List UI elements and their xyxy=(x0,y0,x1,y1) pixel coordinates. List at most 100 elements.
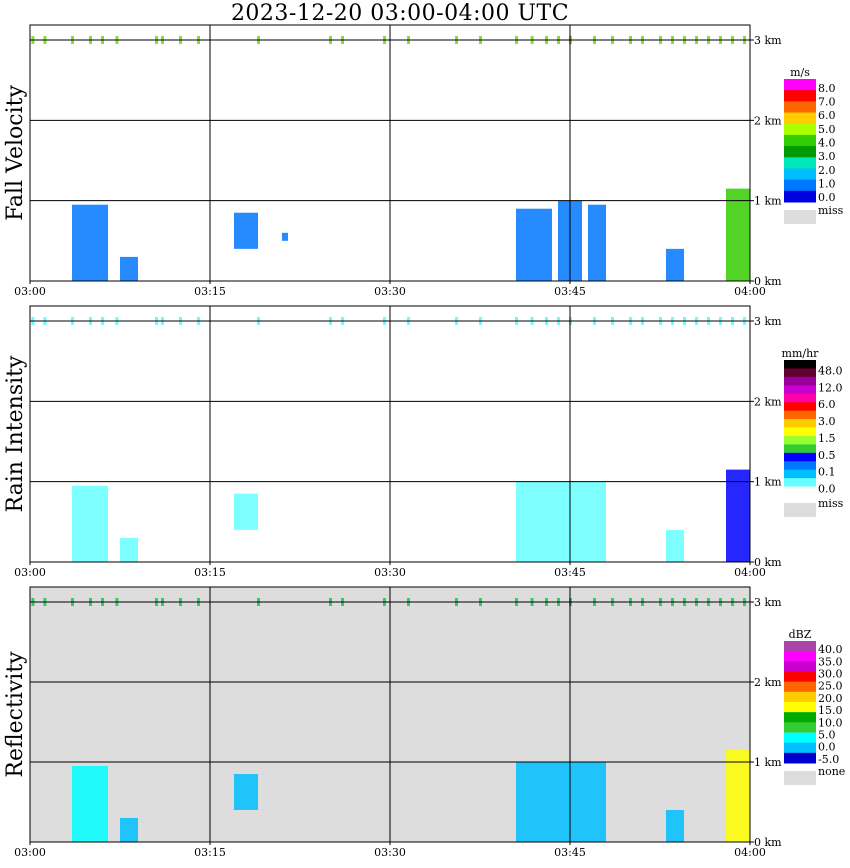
echo-cell xyxy=(726,188,750,281)
colorbar-level-label: 3.0 xyxy=(818,415,836,428)
colorbar-swatch xyxy=(784,157,816,169)
colorbar-swatch xyxy=(784,134,816,147)
echo-cell xyxy=(588,204,606,281)
colorbar-swatch xyxy=(784,360,816,369)
colorbar-swatch xyxy=(784,752,816,764)
colorbar-swatch xyxy=(784,469,816,479)
colorbar-level-label: 15.0 xyxy=(818,704,843,717)
x-tick-label: 03:45 xyxy=(554,285,586,298)
x-tick-label: 04:00 xyxy=(734,285,766,298)
colorbar-swatch xyxy=(784,452,816,462)
x-tick-label: 03:15 xyxy=(194,285,226,298)
colorbar-level-label: 6.0 xyxy=(818,109,836,122)
colorbar-swatch xyxy=(784,393,816,403)
colorbar-swatch xyxy=(784,123,816,136)
echo-cell xyxy=(120,818,138,842)
y-tick-label: 0 km xyxy=(754,275,782,288)
colorbar-swatch xyxy=(784,79,816,91)
colorbar-level-label: 1.5 xyxy=(818,432,836,445)
y-tick-label: 2 km xyxy=(754,676,782,689)
y-tick-label: 1 km xyxy=(754,195,782,208)
colorbar-unit: m/s xyxy=(790,66,810,79)
colorbar-swatch xyxy=(784,722,816,733)
echo-cell xyxy=(234,212,258,249)
colorbar-swatch xyxy=(784,486,816,496)
echo-cell xyxy=(726,750,750,842)
y-tick-label: 0 km xyxy=(754,556,782,569)
x-tick-label: 04:00 xyxy=(734,566,766,579)
echo-cell xyxy=(120,256,138,281)
echo-cell xyxy=(726,469,750,562)
colorbar-swatch xyxy=(784,101,816,114)
colorbar-swatch xyxy=(784,376,816,386)
colorbar-swatch xyxy=(784,190,816,203)
colorbar-level-label: 0.1 xyxy=(818,466,836,479)
colorbar-swatch xyxy=(784,742,816,754)
echo-cell xyxy=(516,208,552,281)
y-axis-label: Fall Velocity xyxy=(3,85,28,221)
colorbar-level-label: 6.0 xyxy=(818,398,836,411)
echo-cell xyxy=(234,493,258,530)
colorbar-level-label: 35.0 xyxy=(818,655,843,668)
y-tick-label: 0 km xyxy=(754,836,782,849)
colorbar-level-label: 4.0 xyxy=(818,137,836,150)
echo-cell xyxy=(234,774,258,810)
colorbar-swatch xyxy=(784,402,816,412)
colorbar-level-label: 10.0 xyxy=(818,716,843,729)
colorbar-level-label: 0.0 xyxy=(818,741,836,754)
x-tick-label: 03:30 xyxy=(374,566,406,579)
y-tick-label: 2 km xyxy=(754,395,782,408)
colorbar-missing-swatch xyxy=(784,503,816,517)
panel-rain-intensity: Rain Intensity 03:00 03:15 03:30 03:45 04:00 3… xyxy=(3,305,844,579)
x-tick-label: 03:45 xyxy=(554,846,586,859)
colorbar-swatch xyxy=(784,419,816,428)
panel-reflectivity: Reflectivity 03:00 03:15 03:30 03:45 04:00 3 k… xyxy=(3,586,845,859)
echo-cell xyxy=(120,537,138,562)
colorbar-swatch xyxy=(784,90,816,102)
echo-cell xyxy=(282,232,288,241)
colorbar-swatch xyxy=(784,112,816,125)
colorbar-missing-swatch xyxy=(784,210,816,224)
colorbar-level-label: 30.0 xyxy=(818,668,843,681)
colorbar-swatch xyxy=(784,691,816,703)
x-tick-label: 03:15 xyxy=(194,566,226,579)
colorbar-unit: mm/hr xyxy=(782,347,820,360)
echo-cell xyxy=(516,762,606,842)
colorbar-swatch xyxy=(784,168,816,181)
colorbar-swatch xyxy=(784,410,816,420)
colorbar-level-label: 25.0 xyxy=(818,680,843,693)
x-tick-label: 03:00 xyxy=(14,285,46,298)
colorbar-level-label: 3.0 xyxy=(818,150,836,163)
colorbar-swatch xyxy=(784,146,816,158)
colorbar-swatch xyxy=(784,732,816,744)
colorbar-swatch xyxy=(784,671,816,683)
colorbar-swatch xyxy=(784,444,816,454)
echo-cell xyxy=(72,485,108,562)
x-tick-label: 03:30 xyxy=(374,846,406,859)
y-tick-label: 3 km xyxy=(754,34,782,47)
x-tick-label: 04:00 xyxy=(734,846,766,859)
colorbar-level-label: 48.0 xyxy=(818,364,843,377)
colorbar-swatch xyxy=(784,435,816,445)
colorbar-level-label: 20.0 xyxy=(818,692,843,705)
colorbar-swatch xyxy=(784,461,816,471)
y-tick-label: 3 km xyxy=(754,596,782,609)
x-tick-label: 03:15 xyxy=(194,846,226,859)
colorbar-swatch xyxy=(784,712,816,723)
colorbar-level-label: 12.0 xyxy=(818,381,843,394)
y-axis-label: Rain Intensity xyxy=(3,355,28,512)
colorbar-swatch xyxy=(784,651,816,662)
colorbar-level-label: 7.0 xyxy=(818,96,836,109)
panel-fall-velocity: Fall Velocity 03:00 03:15 03:30 03:45 04:00 3 … xyxy=(3,24,844,298)
colorbar-swatch xyxy=(784,702,816,713)
colorbar-missing-label: none xyxy=(818,765,845,778)
y-axis-label: Reflectivity xyxy=(3,651,28,778)
colorbar-missing-swatch xyxy=(784,771,816,785)
colorbar-level-label: 8.0 xyxy=(818,82,836,95)
colorbar-swatch xyxy=(784,681,816,693)
colorbar-swatch xyxy=(784,179,816,192)
echo-cell xyxy=(516,481,606,562)
colorbar-level-label: 0.5 xyxy=(818,449,836,462)
colorbar-swatch xyxy=(784,427,816,437)
